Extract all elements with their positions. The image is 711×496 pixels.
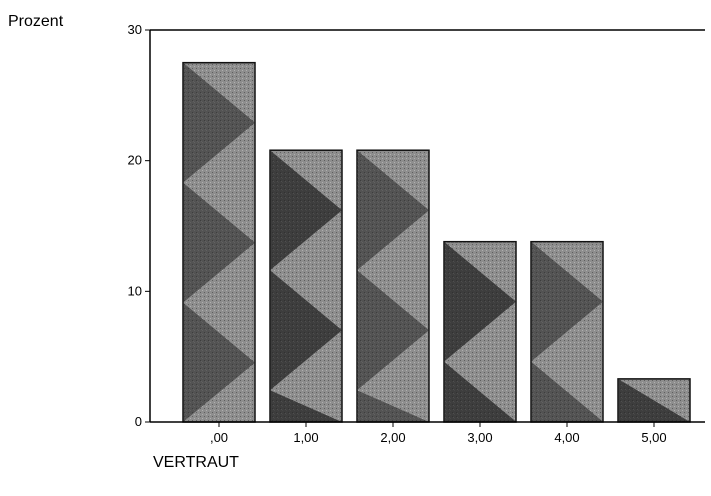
bar-3: [356, 149, 430, 423]
ticks-group: ,00 1,00 2,00 3,00 4,00 5,00 0 10 20 30: [128, 22, 667, 445]
x-tick-label: 4,00: [554, 430, 579, 445]
bar-shading: [357, 150, 429, 423]
bars-group: [182, 61, 691, 423]
y-tick-label: 10: [128, 283, 142, 298]
bar-shading: [531, 241, 603, 422]
x-tick-label: 1,00: [293, 430, 318, 445]
x-tick-label: ,00: [210, 430, 228, 445]
x-tick-label: 3,00: [467, 430, 492, 445]
y-tick-label: 20: [128, 153, 142, 168]
bar-shading: [618, 378, 690, 422]
bar-shading: [444, 241, 516, 422]
x-axis-title: VERTRAUT: [153, 454, 239, 471]
x-tick-label: 2,00: [380, 430, 405, 445]
bar-2: [269, 149, 343, 423]
y-tick-label: 30: [128, 22, 142, 37]
axes-group: [149, 29, 705, 423]
bar-4: [443, 240, 517, 423]
y-axis-title: Prozent: [8, 13, 64, 30]
bar-shading: [183, 62, 255, 423]
bar-1: [182, 61, 256, 423]
bar-6: [617, 378, 691, 423]
bar-shading: [270, 150, 342, 423]
y-tick-label: 0: [135, 414, 142, 429]
x-tick-label: 5,00: [641, 430, 666, 445]
bar-5: [530, 240, 604, 423]
